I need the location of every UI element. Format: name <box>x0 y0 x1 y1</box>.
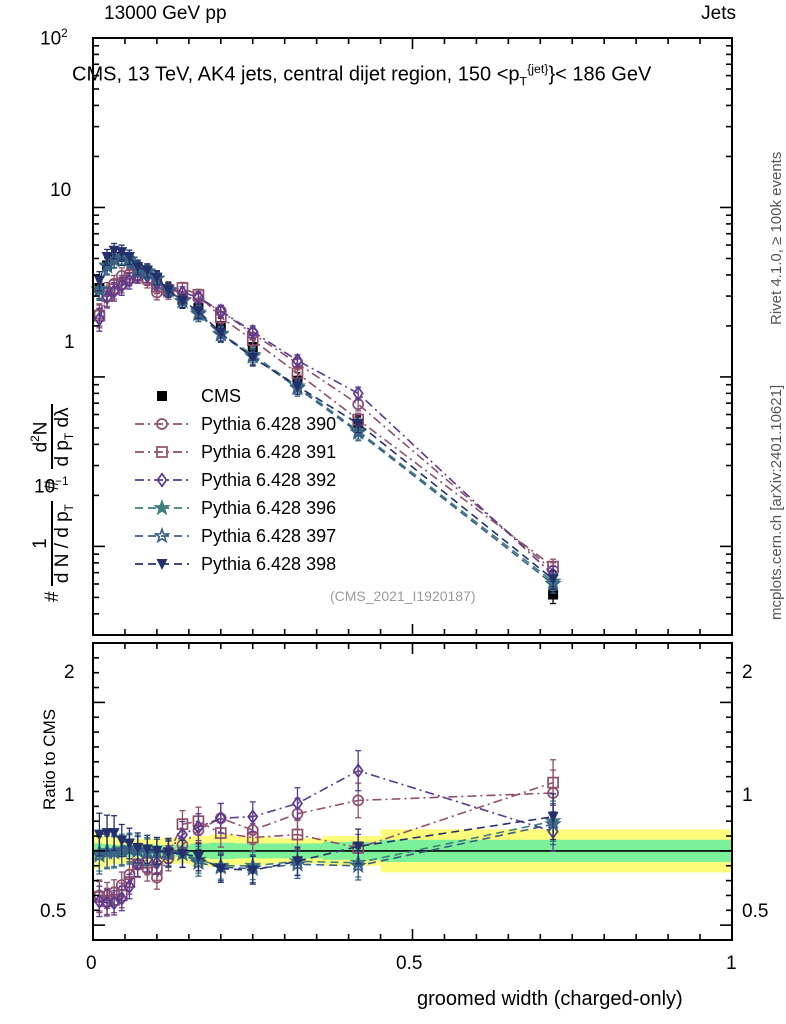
legend-item-pythia-6-428-391[interactable]: Pythia 6.428 391 <box>133 438 336 466</box>
series-pythia-6-428-390 <box>93 266 559 912</box>
y-tick-main-1: 1 <box>64 332 75 353</box>
legend-marker-open-square-icon <box>133 442 191 462</box>
y-tick-ratio-05-left: 0.5 <box>40 901 67 922</box>
legend-item-pythia-6-428-397[interactable]: Pythia 6.428 397 <box>133 522 336 550</box>
legend-item-cms[interactable]: CMS <box>133 382 336 410</box>
axes-frames <box>92 37 733 941</box>
legend-marker-filled-square-icon <box>133 386 191 406</box>
x-tick-05: 0.5 <box>396 953 423 974</box>
y-tick-ratio-2-right: 2 <box>742 662 753 683</box>
legend-marker-open-circle-icon <box>133 414 191 434</box>
x-tick-0: 0 <box>86 953 97 974</box>
y-tick-main-1em1: 10−1 <box>34 475 69 498</box>
legend: CMS Pythia 6.428 390 Pythia 6.428 391 Pythi… <box>133 382 336 578</box>
legend-label: CMS <box>201 385 241 406</box>
series-pythia-6-428-398 <box>93 242 559 885</box>
legend-marker-filled-triangle-down-icon <box>133 554 191 574</box>
plot-title: CMS, 13 TeV, AK4 jets, central dijet reg… <box>72 62 652 89</box>
y-tick-ratio-1-left: 1 <box>64 785 75 806</box>
x-axis-label: groomed width (charged-only) <box>417 988 683 1010</box>
series-pythia-6-428-392 <box>93 268 559 918</box>
analysis-id-watermark: (CMS_2021_I1920187) <box>330 588 476 604</box>
legend-item-pythia-6-428-398[interactable]: Pythia 6.428 398 <box>133 550 336 578</box>
legend-label: Pythia 6.428 397 <box>201 525 337 546</box>
legend-label: Pythia 6.428 396 <box>201 497 337 518</box>
legend-item-pythia-6-428-390[interactable]: Pythia 6.428 390 <box>133 410 336 438</box>
series-pythia-6-428-391 <box>93 268 559 916</box>
legend-marker-filled-star-icon <box>133 498 191 518</box>
legend-marker-open-diamond-icon <box>133 470 191 490</box>
header-beam-info: 13000 GeV pp <box>104 3 227 24</box>
y-tick-ratio-1-right: 1 <box>742 785 753 806</box>
legend-item-pythia-6-428-396[interactable]: Pythia 6.428 396 <box>133 494 336 522</box>
y-tick-ratio-2-left: 2 <box>64 662 75 683</box>
x-tick-1: 1 <box>726 953 737 974</box>
legend-item-pythia-6-428-392[interactable]: Pythia 6.428 392 <box>133 466 336 494</box>
legend-label: Pythia 6.428 398 <box>201 553 337 574</box>
legend-label: Pythia 6.428 392 <box>201 469 337 490</box>
legend-label: Pythia 6.428 391 <box>201 441 337 462</box>
y-tick-main-1e2: 102 <box>40 27 68 50</box>
header-analysis-type: Jets <box>701 3 736 24</box>
y-tick-main-10: 10 <box>50 180 72 201</box>
legend-label: Pythia 6.428 390 <box>201 413 337 434</box>
legend-marker-open-star-icon <box>133 526 191 546</box>
y-tick-ratio-05-right: 0.5 <box>742 901 769 922</box>
